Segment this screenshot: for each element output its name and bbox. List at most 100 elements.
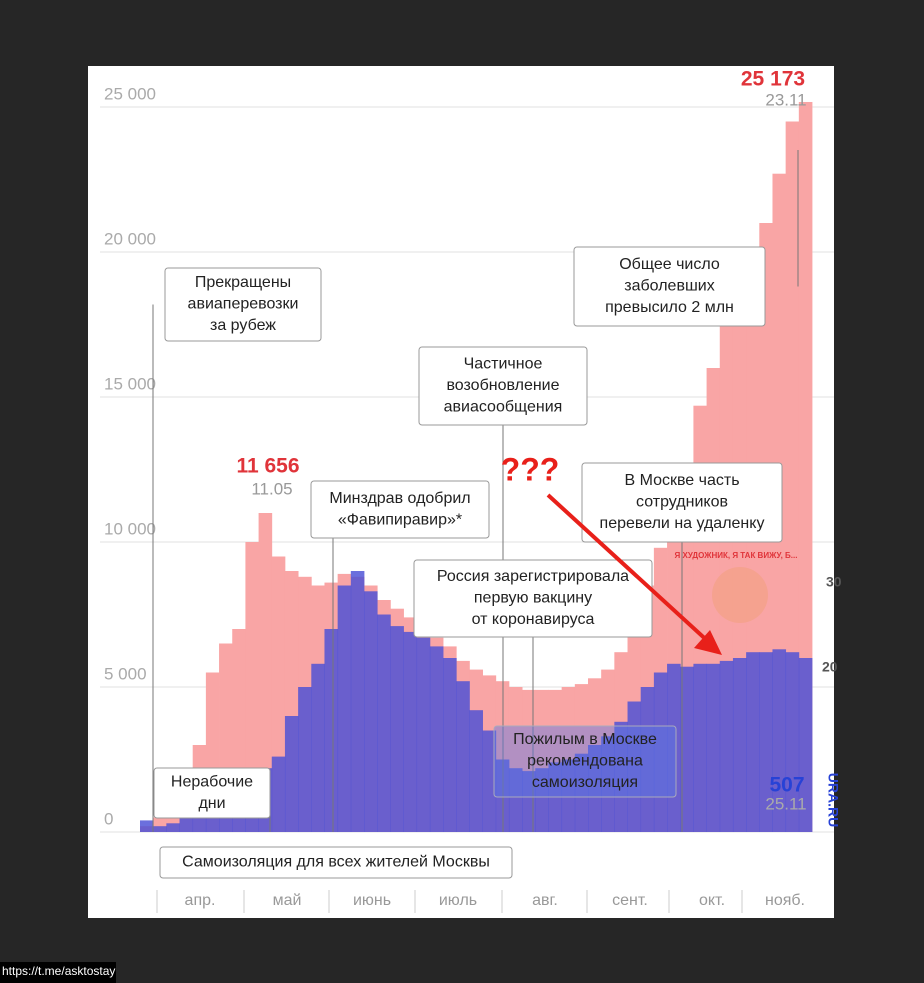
bar — [785, 652, 800, 832]
bar — [482, 730, 497, 832]
bar — [179, 817, 194, 832]
y-tick-label: 10 000 — [104, 519, 156, 538]
y-tick-label: 0 — [104, 809, 113, 828]
peak-date: 23.11 — [765, 90, 806, 109]
x-month-label: июнь — [353, 892, 391, 909]
bar — [522, 771, 536, 832]
bar — [298, 687, 312, 832]
annotation-box — [310, 480, 490, 539]
annotation-text: возобновление — [446, 377, 559, 394]
annotation-text: В Москве часть — [624, 472, 739, 489]
peak-label: 11 656 — [236, 455, 299, 478]
bar — [574, 753, 589, 832]
right-axis-label: 20 — [822, 659, 838, 675]
peak-date: 11.05 — [251, 479, 292, 498]
annotation-box — [573, 246, 766, 327]
bar — [429, 646, 444, 832]
annotation-text: «Фавипиравир»* — [338, 511, 462, 528]
y-tick-label: 5 000 — [104, 664, 147, 683]
annotation-text: превысило 2 млн — [605, 299, 734, 316]
x-month-label: сент. — [612, 892, 648, 909]
bar — [271, 756, 286, 832]
annotation-text: сотрудников — [636, 494, 728, 511]
bar — [140, 820, 154, 832]
right-axis-label: 30 — [826, 574, 842, 590]
bar — [390, 626, 404, 832]
y-tick-label: 15 000 — [104, 374, 156, 393]
y-tick-label: 25 000 — [104, 84, 156, 103]
annotation-text: рекомендована — [527, 753, 643, 770]
bar — [324, 629, 339, 832]
bar — [772, 649, 787, 832]
bar — [759, 652, 773, 832]
annotation-text: Прекращены — [195, 274, 291, 291]
annotation-text: Частичное — [464, 356, 543, 373]
sticker — [712, 567, 768, 623]
bar — [284, 716, 299, 832]
bar — [403, 631, 418, 832]
bar — [667, 663, 681, 832]
sticker-caption: Я ХУДОЖНИК, Я ТАК ВИЖУ, Б... — [675, 551, 798, 560]
bar — [680, 666, 694, 832]
watermark: URA.RU — [825, 773, 841, 827]
annotation-text: первую вакцину — [474, 590, 592, 607]
bar — [245, 542, 259, 832]
bar — [588, 745, 602, 832]
footer-bg — [0, 962, 116, 983]
y-tick-label: 20 000 — [104, 229, 156, 248]
annotation-box — [164, 267, 322, 342]
annotation-text: за рубеж — [210, 317, 276, 334]
bar — [508, 768, 523, 832]
bar — [153, 826, 167, 832]
annotation-text: перевели на удаленку — [600, 515, 765, 532]
annotation-box — [418, 346, 588, 426]
bar — [640, 687, 655, 832]
annotation-text: Общее число — [619, 256, 720, 273]
x-month-label: нояб. — [765, 892, 805, 909]
annotation-text: самоизоляция — [532, 774, 638, 791]
bar — [601, 736, 615, 832]
annotation-box — [159, 846, 513, 879]
bar — [653, 672, 668, 832]
x-month-label: окт. — [699, 892, 725, 909]
bar — [627, 701, 642, 832]
x-month-label: май — [273, 892, 302, 909]
bar — [732, 658, 747, 832]
x-month-label: авг. — [532, 892, 558, 909]
annotation-text: Минздрав одобрил — [329, 490, 470, 507]
annotation-text: Пожилым в Москве — [513, 731, 657, 748]
bar — [693, 663, 707, 832]
arrow-head — [694, 630, 722, 655]
annotation-box — [581, 462, 783, 543]
bar — [614, 721, 628, 832]
last-label: 507 — [769, 774, 804, 797]
bar — [719, 660, 734, 832]
bar — [166, 823, 180, 832]
bar — [311, 663, 325, 832]
annotation-text: дни — [198, 795, 225, 812]
bar — [798, 658, 813, 832]
footer-url: https://t.me/asktostay — [2, 964, 115, 978]
bar — [798, 101, 813, 832]
bar — [364, 591, 378, 832]
bar — [443, 658, 457, 832]
bar — [535, 768, 549, 832]
annotation-text: Нерабочие — [171, 773, 253, 790]
bar — [377, 614, 391, 832]
annotation-text: Россия зарегистрировала — [437, 568, 629, 585]
bar — [456, 681, 470, 832]
annotation-text: авиаперевозки — [188, 296, 299, 313]
peak-label: 25 173 — [741, 68, 805, 91]
x-month-label: июль — [439, 892, 477, 909]
bar — [350, 571, 365, 832]
annotation-text: от коронавируса — [472, 611, 595, 628]
annotation-box — [493, 725, 677, 798]
annotation-text: авиасообщения — [444, 399, 563, 416]
bar — [561, 759, 576, 832]
bar — [258, 513, 273, 832]
bar — [469, 710, 483, 832]
arrow — [546, 493, 714, 647]
x-month-label: апр. — [185, 892, 216, 909]
